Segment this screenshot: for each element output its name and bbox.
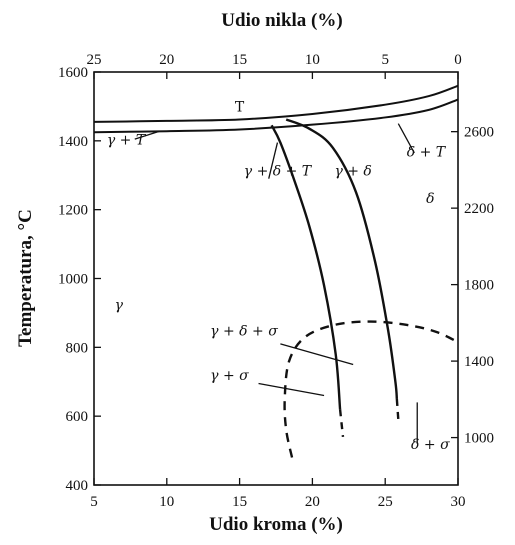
right-tick-label: 2200 <box>464 201 494 217</box>
phase-label: δ + σ <box>411 437 450 453</box>
x-axis-title: Udio kroma (%) <box>209 514 343 535</box>
phase-label: γ + σ <box>210 368 249 384</box>
leader-line <box>397 123 415 154</box>
top-tick-label: 20 <box>159 52 174 68</box>
top-tick-label: 25 <box>87 52 102 68</box>
phase-label: T <box>235 100 245 116</box>
solidus-line <box>93 98 459 134</box>
gamma-boundary-line <box>270 124 342 410</box>
y-tick-label: 800 <box>66 340 89 356</box>
leader-line <box>268 142 279 179</box>
leader-line <box>134 130 160 140</box>
right-tick-label: 1400 <box>464 354 494 370</box>
top-tick-label: 5 <box>381 52 389 68</box>
y-tick-label: 1400 <box>58 134 88 150</box>
phase-label: γ + T <box>107 132 147 148</box>
x-tick-label: 5 <box>90 494 98 510</box>
x-tick-label: 20 <box>305 494 320 510</box>
y-tick-label: 1600 <box>58 65 88 81</box>
right-tick-label: 1800 <box>464 278 494 294</box>
top-axis-title: Udio nikla (%) <box>221 10 342 31</box>
x-tick-label: 30 <box>451 494 466 510</box>
top-tick-label: 15 <box>232 52 247 68</box>
y-tick-label: 400 <box>66 478 89 494</box>
leader-line <box>280 343 354 366</box>
x-tick-label: 15 <box>232 494 247 510</box>
top-tick-label: 10 <box>305 52 320 68</box>
right-tick-label: 2600 <box>464 125 494 141</box>
phase-label: γ + δ <box>334 163 371 179</box>
phase-label: δ + T <box>407 144 447 160</box>
y-tick-label: 1000 <box>58 272 88 288</box>
phase-label: δ <box>426 191 434 207</box>
phase-label: γ <box>115 297 124 313</box>
delta-boundary-dashed <box>395 398 400 420</box>
right-tick-label: 1000 <box>464 431 494 447</box>
phase-label: γ + δ + σ <box>210 323 278 339</box>
leader-line <box>258 382 325 397</box>
y-axis-title: Temperatura, °C <box>15 209 36 347</box>
sigma-boundary-dashed <box>283 320 459 458</box>
x-tick-label: 25 <box>378 494 393 510</box>
top-tick-label: 0 <box>454 52 462 68</box>
x-tick-label: 10 <box>159 494 174 510</box>
delta-boundary-line <box>285 118 399 400</box>
liquidus-line <box>93 84 459 123</box>
y-tick-label: 1200 <box>58 203 88 219</box>
y-tick-label: 600 <box>66 409 89 425</box>
gamma-boundary-dashed <box>338 409 345 437</box>
phase-label: γ + δ + T <box>244 163 313 179</box>
